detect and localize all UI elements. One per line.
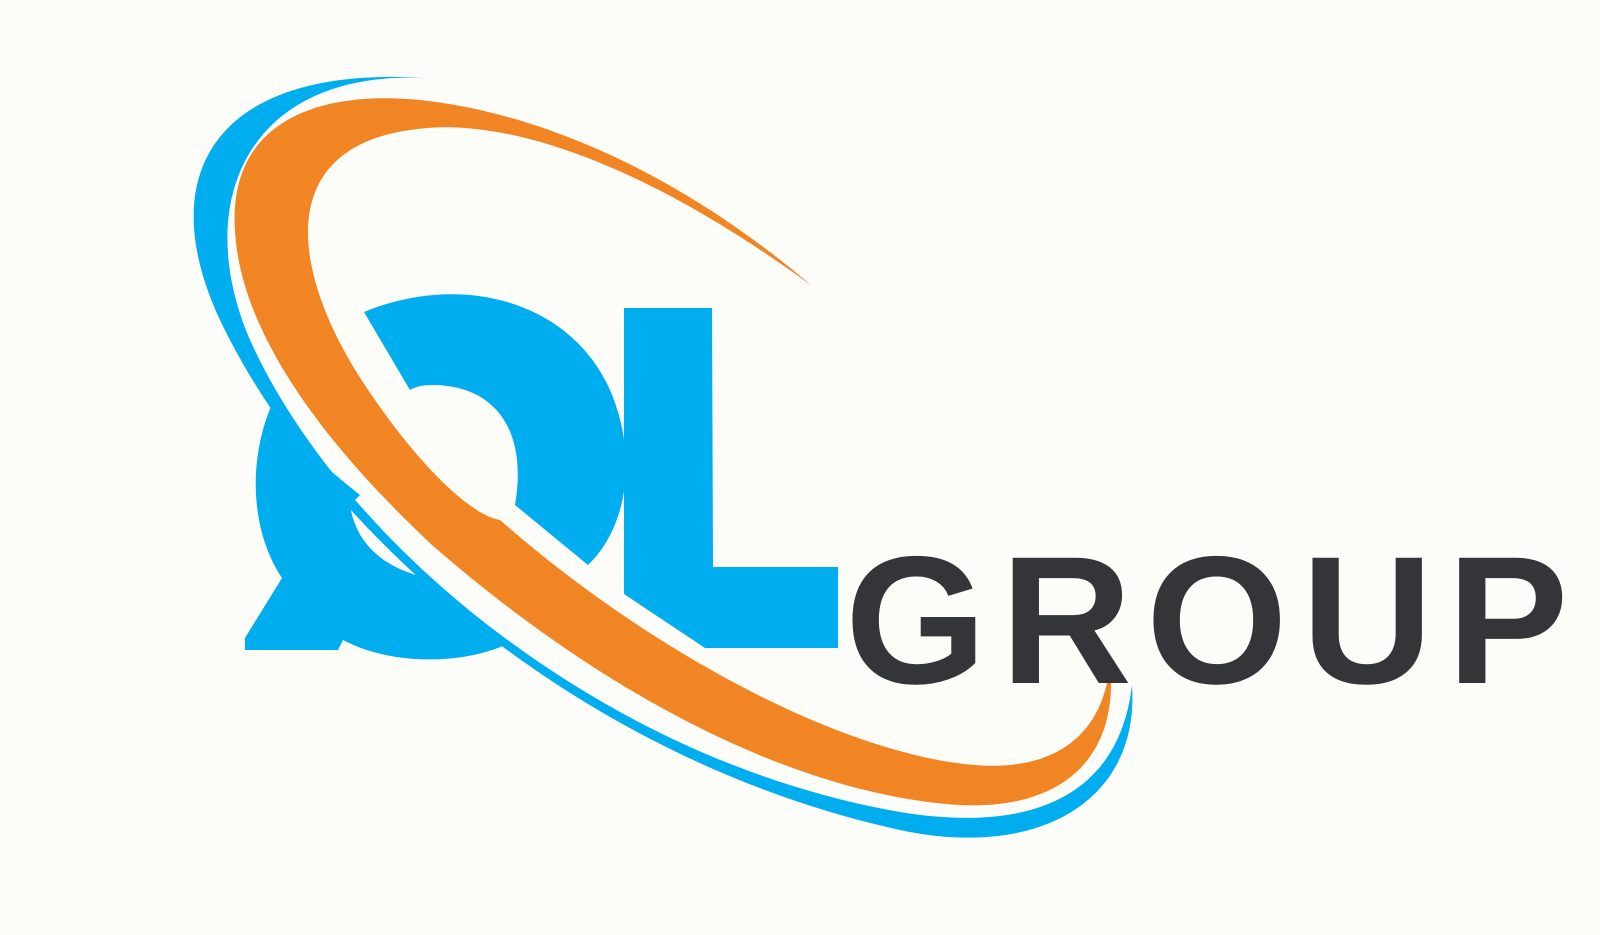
orange-swoosh <box>234 98 1112 806</box>
q-ring <box>364 294 626 565</box>
q-left-body <box>245 404 505 660</box>
monogram-l <box>624 308 838 648</box>
monogram-q <box>245 294 626 660</box>
wordmark-group: GROUP <box>845 518 1582 722</box>
